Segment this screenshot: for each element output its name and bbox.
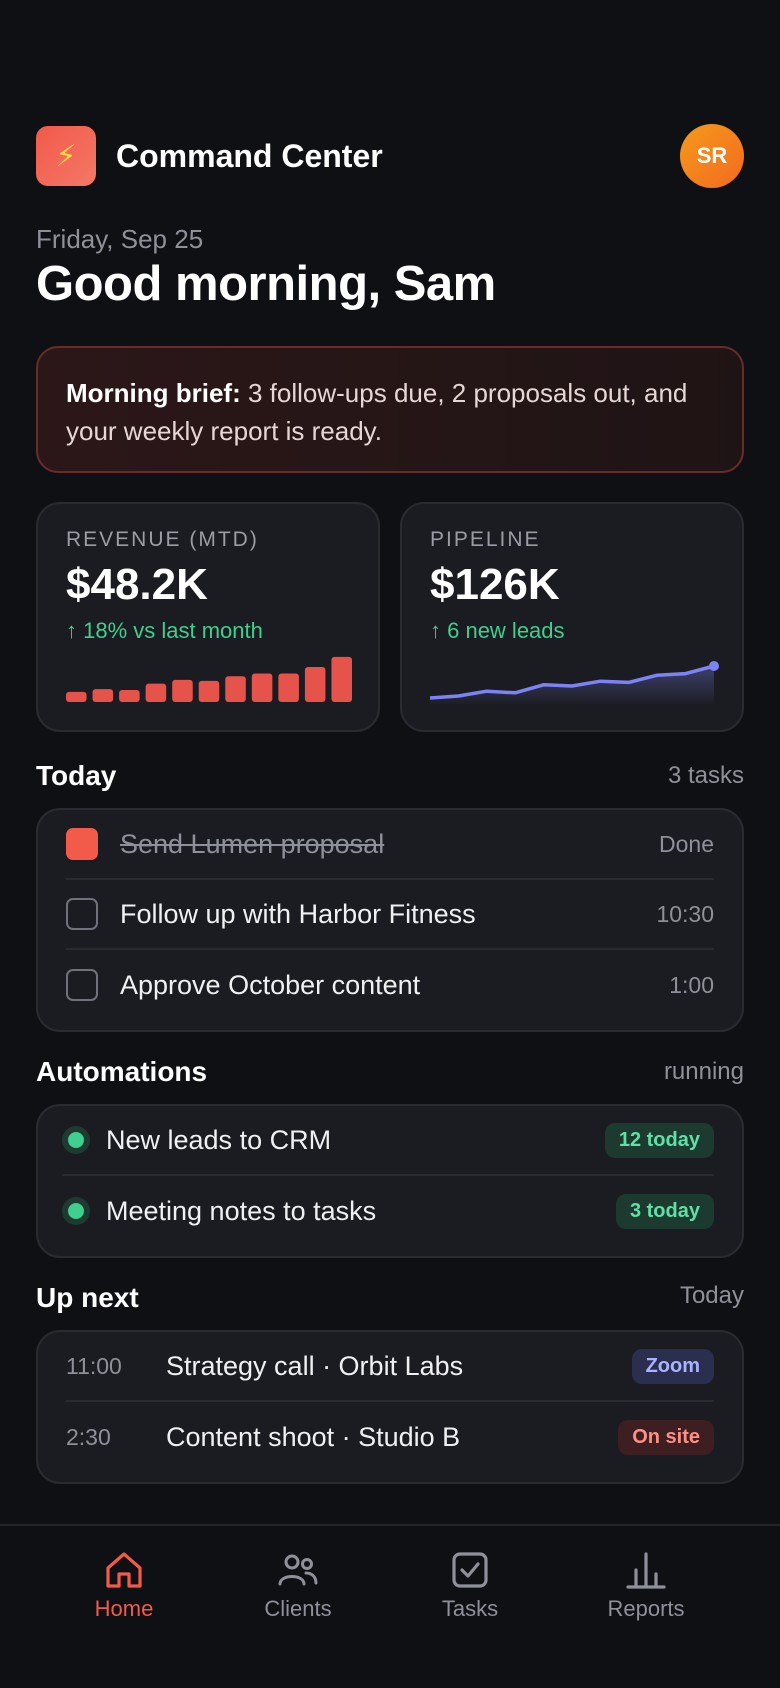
automation-count-badge: 3 today [615,1193,714,1229]
revenue-bar [172,679,193,702]
task-label: Send Lumen proposal [120,828,385,859]
task-row[interactable]: Send Lumen proposal Done [66,810,714,880]
revenue-bar [92,689,114,702]
automation-row[interactable]: Meeting notes to tasks 3 today [62,1176,714,1246]
automations-list: New leads to CRM 12 today Meeting notes … [36,1104,744,1258]
pipeline-line [430,664,715,700]
revenue-bar [225,676,246,702]
pipeline-endpoint [709,661,719,671]
event-label: Content shoot · Studio B [166,1421,461,1452]
automations-section-title: Automations [36,1056,208,1087]
brief-text: 3 follow-ups due, 2 proposals out, and y… [66,378,688,446]
app-title: Command Center [116,137,383,174]
pipeline-label: PIPELINE [430,528,541,551]
brief-label: Morning brief: [66,378,241,408]
up-next-list: 11:00 Strategy call · Orbit Labs Zoom 2:… [36,1330,744,1484]
brand: ⚡ Command Center [36,126,383,186]
up-next-section-title: Up next [36,1282,139,1313]
event-location-badge: Zoom [631,1348,714,1384]
event-row[interactable]: 11:00 Strategy call · Orbit Labs Zoom [66,1332,714,1402]
revenue-bar [66,691,87,702]
revenue-delta: ↑ 18% vs last month [66,618,263,643]
revenue-bar [278,673,299,702]
lightning-bolt-icon: ⚡ [36,126,96,186]
automation-label: New leads to CRM [106,1124,332,1155]
pipeline-area [430,666,714,704]
automation-label: Meeting notes to tasks [106,1195,377,1226]
morning-brief-card[interactable]: Morning brief: 3 follow-ups due, 2 propo… [36,346,744,473]
pipeline-delta: ↑ 6 new leads [430,618,565,643]
tab-label: Clients [264,1596,332,1621]
revenue-bar [119,690,140,702]
tab-label: Tasks [441,1596,499,1621]
revenue-bar [331,656,352,702]
revenue-bar [251,673,273,702]
task-time: 10:30 [656,900,714,927]
event-label: Strategy call · Orbit Labs [166,1350,464,1381]
app-header: ⚡ Command Center SR [36,124,744,188]
pipeline-value: $126K [430,560,560,609]
revenue-bar-chart [66,656,352,702]
revenue-bar [198,680,220,702]
task-checkbox-checked[interactable] [66,828,98,860]
revenue-bar [304,667,326,702]
event-row[interactable]: 2:30 Content shoot · Studio B On site [66,1402,714,1472]
event-time: 11:00 [66,1352,122,1379]
revenue-value: $48.2K [66,560,208,609]
pipeline-sparkline [430,661,719,704]
task-row[interactable]: Approve October content 1:00 [66,950,714,1020]
task-status: Done [659,830,714,857]
task-checkbox[interactable] [66,969,98,1001]
current-date: Friday, Sep 25 [36,224,204,254]
checkbox-icon [452,1552,488,1588]
revenue-card[interactable]: REVENUE (MTD) $48.2K ↑ 18% vs last month [36,502,380,732]
bottom-tab-bar: Home Clients Tasks Reports [0,1524,780,1688]
task-label: Follow up with Harbor Fitness [120,898,476,929]
event-time: 2:30 [66,1423,111,1450]
tab-tasks[interactable]: Tasks [410,1550,530,1622]
event-location-badge: On site [618,1419,714,1455]
pipeline-card[interactable]: PIPELINE $126K ↑ 6 new leads [400,502,744,732]
automation-row[interactable]: New leads to CRM 12 today [62,1106,714,1176]
bar-chart-icon [626,1552,666,1589]
tab-clients[interactable]: Clients [238,1550,358,1622]
task-row[interactable]: Follow up with Harbor Fitness 10:30 [66,880,714,950]
today-task-count: 3 tasks [667,762,744,789]
tab-home[interactable]: Home [64,1550,184,1622]
revenue-label: REVENUE (MTD) [66,528,259,551]
task-checkbox[interactable] [66,898,98,930]
tab-reports[interactable]: Reports [586,1550,706,1622]
up-next-meta: Today [679,1282,744,1309]
tab-label: Reports [607,1596,685,1621]
task-time: 1:00 [669,971,714,998]
automations-status: running [663,1058,744,1085]
avatar[interactable]: SR [680,124,744,188]
tab-label: Home [94,1596,154,1621]
task-label: Approve October content [120,969,421,1000]
greeting-heading: Good morning, Sam [36,257,496,311]
running-status-icon [62,1126,90,1154]
home-icon [106,1552,142,1588]
automation-count-badge: 12 today [604,1122,714,1158]
today-section-title: Today [36,760,117,791]
running-status-icon [62,1197,90,1225]
users-icon [278,1554,318,1586]
today-task-list: Send Lumen proposal Done Follow up with … [36,808,744,1032]
revenue-bar [145,683,167,702]
